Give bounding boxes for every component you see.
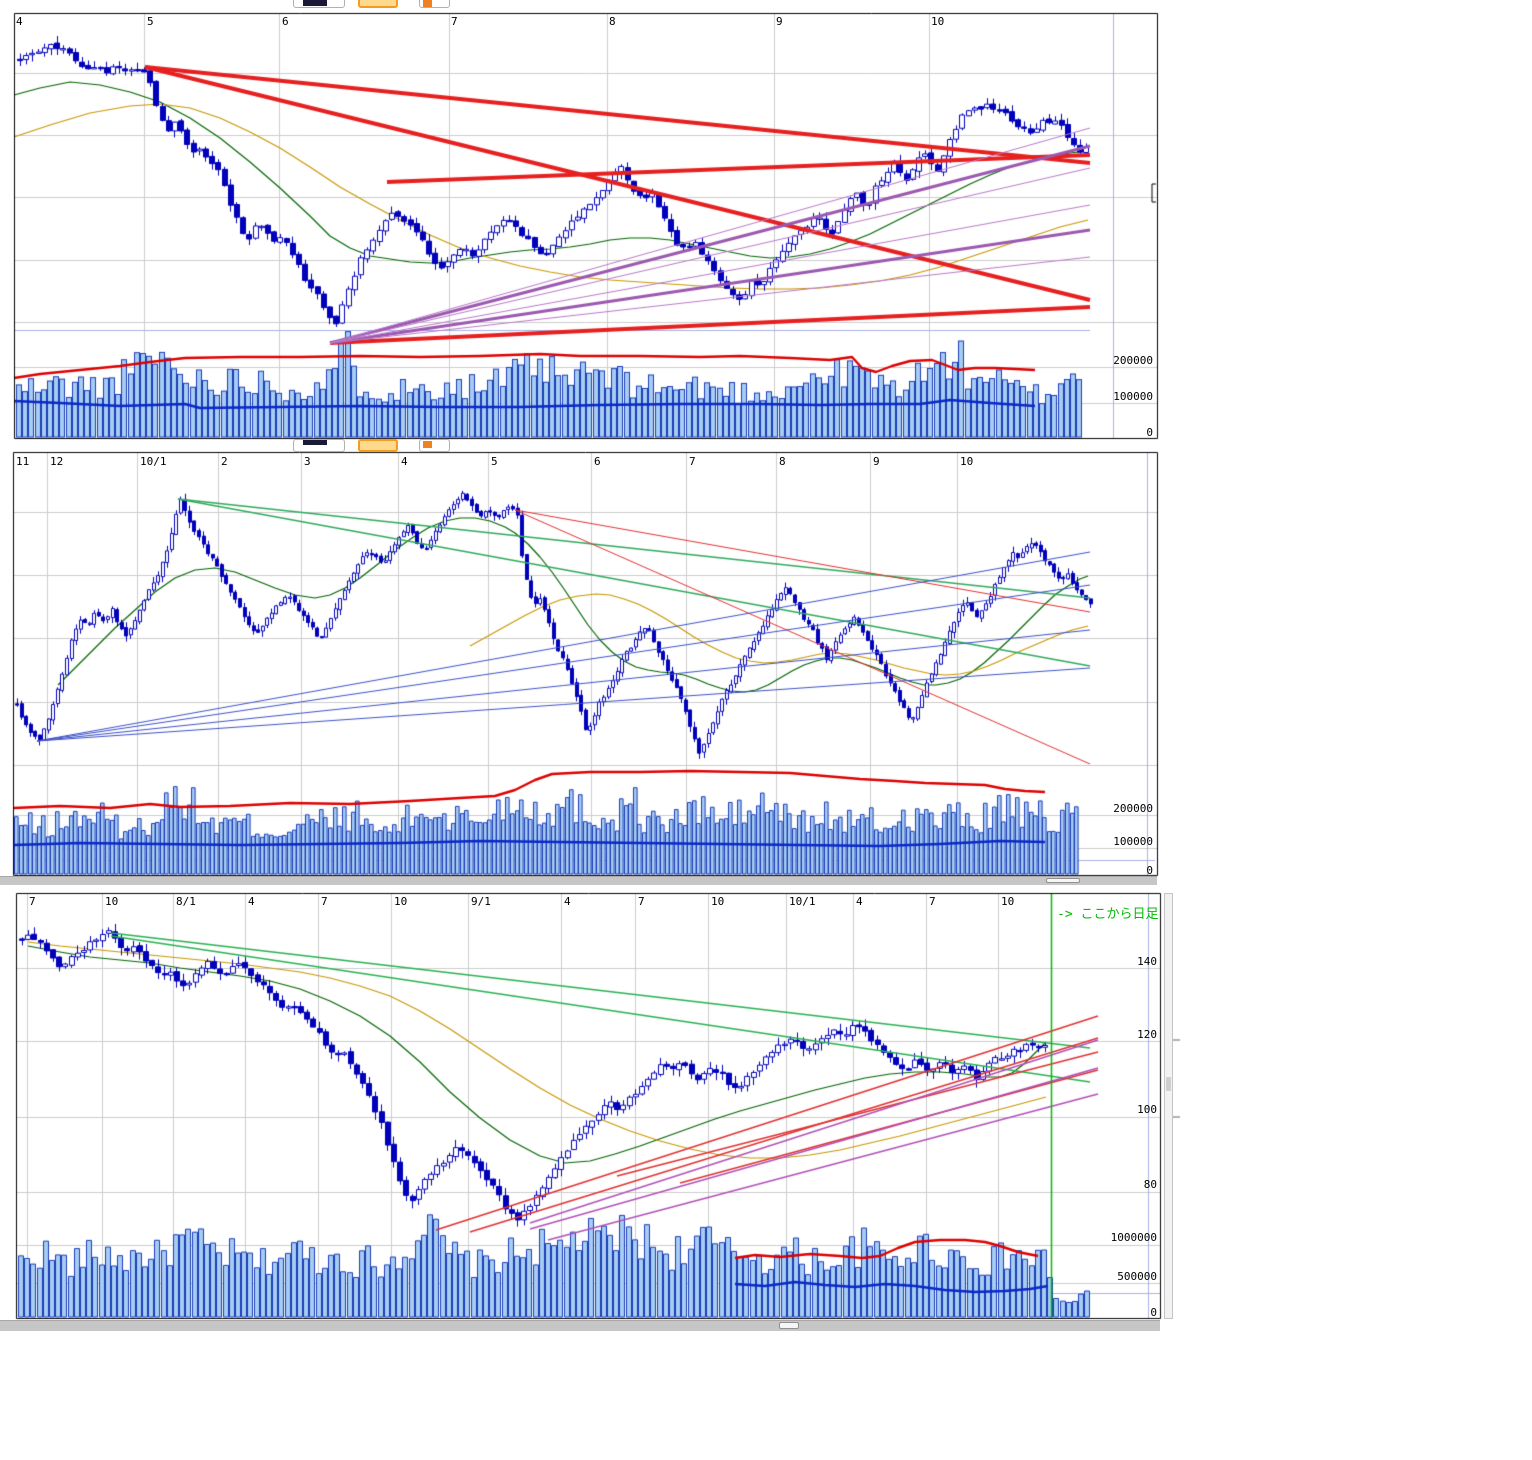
x-axis-label: 8/1	[176, 895, 196, 908]
x-axis-label: 4	[564, 895, 571, 908]
x-axis-label: 7	[638, 895, 645, 908]
x-axis-label: 5	[147, 15, 154, 28]
period-button[interactable]	[358, 0, 398, 8]
orange-marker-icon	[423, 441, 432, 448]
x-axis-label: 7	[29, 895, 36, 908]
x-axis-label: 9	[873, 455, 880, 468]
y-axis-label: 200000	[1113, 802, 1153, 815]
x-axis-label: 12	[50, 455, 64, 468]
y-axis-label: 120	[1137, 1028, 1157, 1041]
y-axis-label: 140	[1137, 955, 1157, 968]
x-axis-label: 7	[929, 895, 936, 908]
x-axis-label: 10	[394, 895, 408, 908]
x-axis-label: 10/1	[140, 455, 167, 468]
x-axis-label: 8	[779, 455, 786, 468]
indicator-button[interactable]	[419, 0, 450, 8]
chart-menu-button[interactable]	[293, 439, 345, 452]
x-axis-label: 10	[960, 455, 974, 468]
x-axis-label: 5	[491, 455, 498, 468]
x-axis-label: 7	[321, 895, 328, 908]
menu-glyph-icon	[303, 440, 327, 445]
x-axis-label: 9/1	[471, 895, 491, 908]
top-daily-2010-region[interactable]	[14, 13, 1157, 438]
x-axis-label: 10	[105, 895, 119, 908]
bottom-chart-hscrollbar-thumb[interactable]	[779, 1322, 799, 1329]
y-axis-label: 80	[1143, 1178, 1157, 1191]
y-axis-label: 0	[1150, 1306, 1157, 1319]
y-axis-label: 100000	[1113, 835, 1153, 848]
x-axis-label: 6	[594, 455, 601, 468]
x-axis-label: 8	[609, 15, 616, 28]
period-button[interactable]	[358, 439, 398, 452]
x-axis-label: 4	[16, 15, 23, 28]
orange-marker-icon	[423, 0, 432, 7]
middle-chart-hscrollbar[interactable]	[0, 876, 1157, 885]
x-axis-label: 10	[931, 15, 945, 28]
middle-daily-2009-2010-region[interactable]	[13, 452, 1157, 875]
y-axis-label: 100000	[1113, 390, 1153, 403]
x-axis-label: 4	[248, 895, 255, 908]
x-axis-label: 10	[711, 895, 725, 908]
x-axis-label: 6	[282, 15, 289, 28]
menu-glyph-icon	[303, 0, 327, 6]
x-axis-label: 11	[16, 455, 30, 468]
daily-start-annotation: -> ここから日足	[1057, 907, 1159, 922]
chart-menu-button[interactable]	[293, 0, 345, 8]
x-axis-label: 7	[451, 15, 458, 28]
x-axis-label: 4	[856, 895, 863, 908]
x-axis-label: 2	[221, 455, 228, 468]
x-axis-label: 3	[304, 455, 311, 468]
bottom-chart-vscrollbar[interactable]	[1164, 893, 1173, 1319]
x-axis-label: 4	[401, 455, 408, 468]
y-axis-label: 500000	[1117, 1270, 1157, 1283]
x-axis-label: 9	[776, 15, 783, 28]
y-axis-label: 100	[1137, 1103, 1157, 1116]
y-axis-label: 200000	[1113, 354, 1153, 367]
bottom-weekly-2007-2010-region[interactable]	[16, 893, 1160, 1318]
y-axis-label: 1000000	[1110, 1231, 1157, 1244]
y-axis-label: 0	[1146, 864, 1153, 877]
x-axis-label: 10	[1001, 895, 1015, 908]
y-axis-label: 0	[1146, 426, 1153, 439]
middle-chart-hscrollbar-thumb[interactable]	[1046, 878, 1080, 883]
indicator-button[interactable]	[419, 439, 450, 452]
x-axis-label: 7	[689, 455, 696, 468]
bottom-chart-vscrollbar-thumb[interactable]	[1166, 1077, 1171, 1091]
bottom-chart-hscrollbar[interactable]	[0, 1320, 1160, 1331]
x-axis-label: 10/1	[789, 895, 816, 908]
